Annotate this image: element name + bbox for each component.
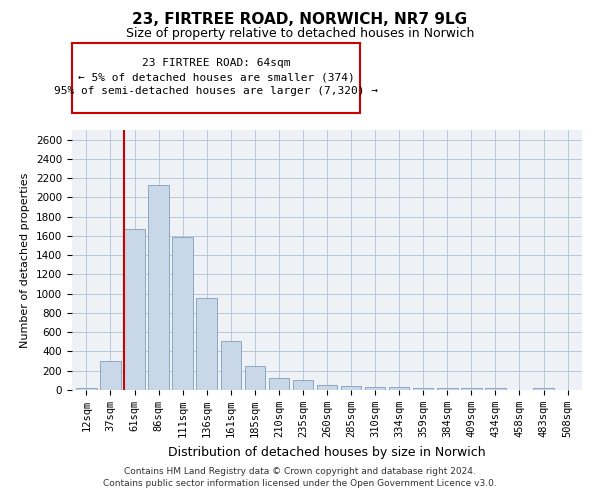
Bar xyxy=(196,298,217,390)
Bar xyxy=(533,388,554,390)
X-axis label: Distribution of detached houses by size in Norwich: Distribution of detached houses by size … xyxy=(168,446,486,458)
Y-axis label: Number of detached properties: Number of detached properties xyxy=(20,172,31,348)
Bar xyxy=(461,388,482,390)
Text: Contains HM Land Registry data © Crown copyright and database right 2024.
Contai: Contains HM Land Registry data © Crown c… xyxy=(103,466,497,487)
Bar xyxy=(413,388,433,390)
Text: Size of property relative to detached houses in Norwich: Size of property relative to detached ho… xyxy=(126,28,474,40)
Bar xyxy=(341,386,361,390)
Text: 23 FIRTREE ROAD: 64sqm
← 5% of detached houses are smaller (374)
95% of semi-det: 23 FIRTREE ROAD: 64sqm ← 5% of detached … xyxy=(54,58,378,96)
Bar xyxy=(437,388,458,390)
Bar xyxy=(317,385,337,390)
Bar xyxy=(221,342,241,390)
Bar xyxy=(76,388,97,390)
Text: 23, FIRTREE ROAD, NORWICH, NR7 9LG: 23, FIRTREE ROAD, NORWICH, NR7 9LG xyxy=(133,12,467,28)
Bar xyxy=(269,378,289,390)
Bar xyxy=(124,229,145,390)
Bar xyxy=(389,387,409,390)
Bar xyxy=(245,366,265,390)
Bar xyxy=(148,185,169,390)
Bar xyxy=(100,361,121,390)
Bar xyxy=(172,237,193,390)
Bar xyxy=(365,387,385,390)
Bar xyxy=(293,380,313,390)
Bar xyxy=(485,388,506,390)
